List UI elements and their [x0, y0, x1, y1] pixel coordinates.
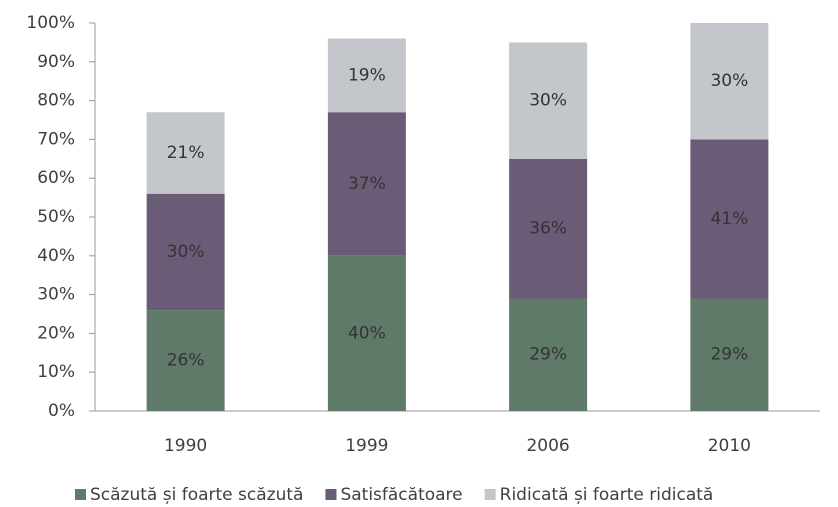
- bar-segment: [327, 255, 406, 411]
- bar-segment: [690, 23, 769, 140]
- bar-segment: [146, 112, 225, 194]
- y-tick-label: 100%: [26, 13, 75, 33]
- y-tick-label: 0%: [48, 401, 75, 421]
- y-tick-label: 80%: [37, 91, 75, 111]
- x-tick-label: 1990: [164, 436, 207, 456]
- x-tick-label: 2006: [526, 436, 569, 456]
- x-tick-label: 1999: [345, 436, 388, 456]
- y-tick-label: 10%: [37, 362, 75, 382]
- data-label: 26%: [167, 351, 205, 371]
- bar-segment: [146, 310, 225, 411]
- y-tick-label: 70%: [37, 129, 75, 149]
- legend-swatch: [325, 489, 337, 500]
- data-label: 40%: [348, 323, 386, 343]
- legend-label: Ridicată și foarte ridicată: [500, 485, 714, 505]
- legend-label: Satisfăcătoare: [340, 485, 462, 505]
- data-label: 29%: [710, 345, 748, 365]
- data-label: 30%: [529, 91, 567, 111]
- legend-swatch: [484, 489, 496, 500]
- y-tick-label: 20%: [37, 323, 75, 343]
- bar-segment: [509, 158, 588, 299]
- legend-swatch: [75, 489, 86, 500]
- data-label: 37%: [348, 174, 386, 194]
- legend-label: Scăzută și foarte scăzută: [90, 485, 303, 505]
- y-tick-label: 90%: [37, 52, 75, 72]
- y-tick-label: 30%: [37, 285, 75, 305]
- data-label: 41%: [710, 209, 748, 229]
- data-label: 19%: [348, 65, 386, 85]
- y-tick-label: 40%: [37, 246, 75, 266]
- bar-segment: [509, 298, 588, 411]
- y-tick-label: 50%: [37, 207, 75, 227]
- data-label: 36%: [529, 219, 567, 239]
- data-label: 30%: [710, 71, 748, 91]
- x-tick-label: 2010: [708, 436, 751, 456]
- data-label: 21%: [167, 143, 205, 163]
- data-label: 29%: [529, 345, 567, 365]
- bar-segment: [146, 193, 225, 311]
- bar-segment: [327, 112, 406, 256]
- bar-segment: [690, 298, 769, 411]
- data-label: 30%: [167, 242, 205, 262]
- bar-segment: [327, 38, 406, 113]
- bar-segment: [690, 139, 769, 299]
- y-tick-label: 60%: [37, 168, 75, 188]
- bar-segment: [509, 42, 588, 159]
